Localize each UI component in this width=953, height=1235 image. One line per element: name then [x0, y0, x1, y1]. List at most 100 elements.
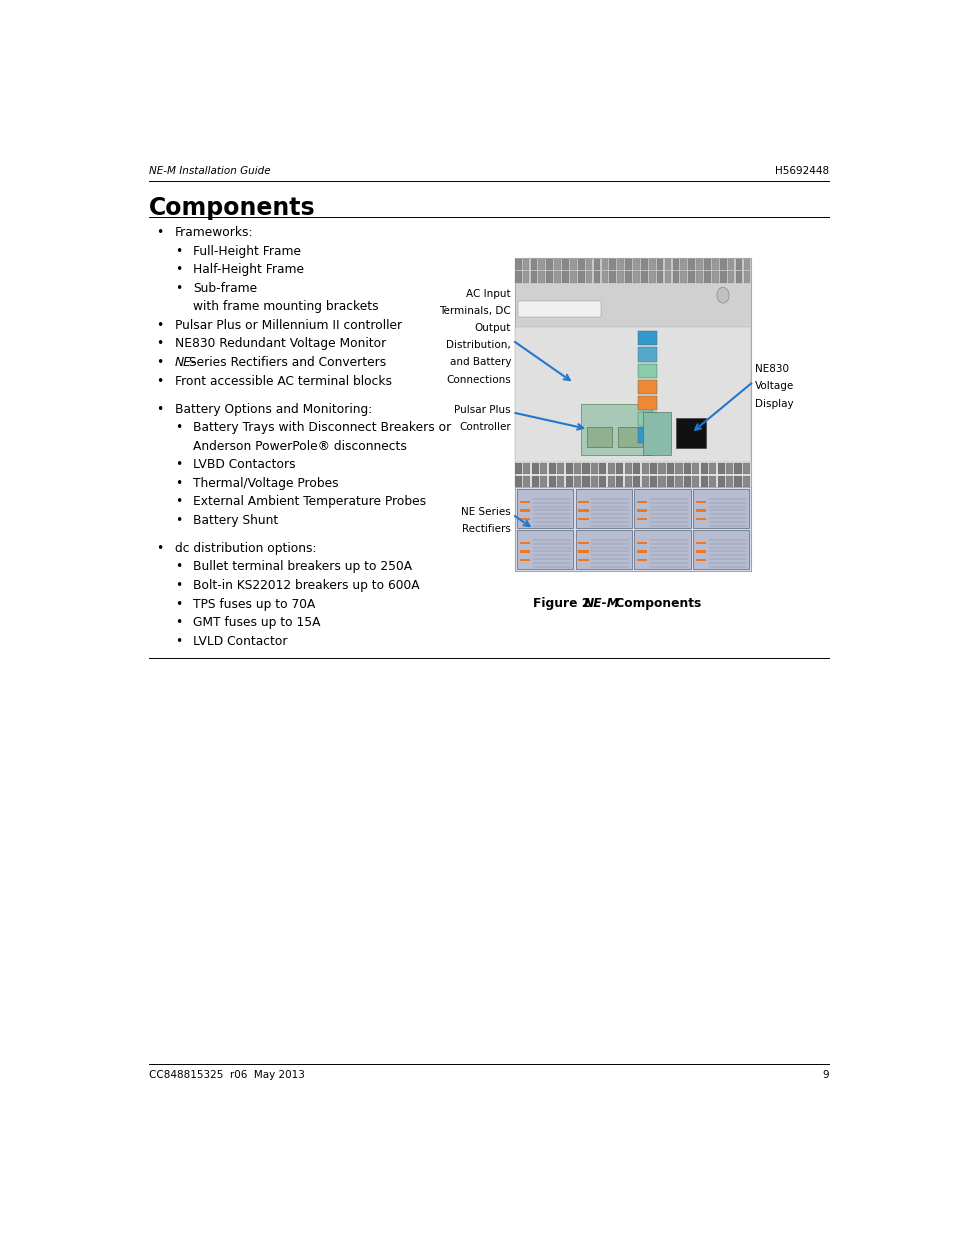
Bar — [649, 475, 657, 487]
Bar — [515, 463, 521, 474]
Bar — [640, 475, 648, 487]
Text: dc distribution options:: dc distribution options: — [174, 542, 315, 555]
Text: •: • — [156, 226, 163, 240]
Bar — [557, 463, 563, 474]
Bar — [519, 517, 530, 520]
Bar — [725, 463, 733, 474]
Bar — [638, 412, 656, 426]
Bar — [519, 551, 530, 552]
Text: H5692448: H5692448 — [774, 165, 828, 175]
Bar — [574, 463, 580, 474]
Bar — [548, 463, 556, 474]
Bar — [720, 259, 726, 270]
Bar — [700, 463, 707, 474]
Bar — [637, 558, 646, 561]
Bar — [539, 463, 547, 474]
Bar — [734, 463, 740, 474]
Text: NE830 Redundant Voltage Monitor: NE830 Redundant Voltage Monitor — [174, 337, 386, 351]
Text: Controller: Controller — [459, 422, 511, 432]
Bar — [515, 258, 751, 326]
Bar — [638, 363, 656, 378]
Text: Connections: Connections — [446, 374, 511, 384]
Bar — [530, 272, 537, 283]
Bar — [648, 272, 655, 283]
Bar — [683, 475, 690, 487]
Bar — [666, 475, 674, 487]
Bar — [679, 272, 686, 283]
Bar — [637, 551, 646, 552]
Text: •: • — [174, 579, 182, 592]
Bar — [569, 272, 577, 283]
Bar — [578, 517, 588, 520]
Bar — [546, 272, 553, 283]
Text: •: • — [174, 477, 182, 490]
Text: •: • — [174, 495, 182, 509]
Text: •: • — [156, 356, 163, 369]
Bar — [695, 551, 705, 552]
Bar — [633, 475, 639, 487]
Text: and Battery: and Battery — [449, 357, 511, 367]
Bar — [649, 463, 657, 474]
Bar — [561, 259, 568, 270]
Text: •: • — [174, 421, 182, 435]
Bar — [637, 501, 646, 503]
Bar — [581, 463, 589, 474]
Bar — [531, 463, 538, 474]
Bar — [624, 272, 631, 283]
Bar — [607, 475, 615, 487]
Bar — [578, 551, 588, 552]
Bar — [530, 259, 537, 270]
Bar — [696, 259, 702, 270]
Bar — [598, 475, 606, 487]
Text: •: • — [156, 374, 163, 388]
Text: GMT fuses up to 15A: GMT fuses up to 15A — [193, 616, 320, 629]
Bar — [734, 475, 740, 487]
Text: •: • — [174, 282, 182, 295]
Bar — [675, 463, 681, 474]
Bar — [522, 272, 529, 283]
Bar — [537, 272, 544, 283]
Bar — [554, 259, 560, 270]
Bar — [638, 347, 656, 362]
Bar — [727, 272, 734, 283]
Bar — [633, 272, 639, 283]
Text: •: • — [174, 635, 182, 647]
Bar — [666, 463, 674, 474]
Bar — [609, 259, 616, 270]
Bar — [519, 542, 530, 545]
Bar — [617, 259, 623, 270]
Bar — [692, 463, 699, 474]
Text: Series Rectifiers and Converters: Series Rectifiers and Converters — [189, 356, 386, 369]
Text: •: • — [156, 337, 163, 351]
Text: LVBD Contactors: LVBD Contactors — [193, 458, 295, 472]
Bar — [578, 558, 588, 561]
Text: Pulsar Plus: Pulsar Plus — [454, 405, 511, 415]
Text: NE-M: NE-M — [583, 597, 618, 610]
Text: Terminals, DC: Terminals, DC — [439, 306, 511, 316]
Bar — [578, 272, 584, 283]
Bar — [590, 463, 598, 474]
Bar — [546, 259, 553, 270]
Bar — [569, 259, 577, 270]
Bar — [708, 463, 716, 474]
Bar — [640, 463, 648, 474]
Bar — [638, 396, 656, 410]
Bar — [519, 509, 530, 511]
Text: •: • — [174, 514, 182, 527]
Bar — [658, 475, 665, 487]
Bar — [700, 475, 707, 487]
Bar — [742, 259, 749, 270]
Bar — [578, 259, 584, 270]
Bar — [616, 475, 622, 487]
Bar — [515, 258, 751, 572]
Bar — [515, 259, 521, 270]
Bar — [537, 259, 544, 270]
Bar — [575, 489, 631, 527]
Bar — [692, 531, 748, 568]
Bar — [637, 542, 646, 545]
Bar — [633, 259, 639, 270]
Bar — [664, 272, 671, 283]
Text: NE-: NE- — [174, 356, 195, 369]
Bar — [515, 475, 521, 487]
Bar — [695, 517, 705, 520]
